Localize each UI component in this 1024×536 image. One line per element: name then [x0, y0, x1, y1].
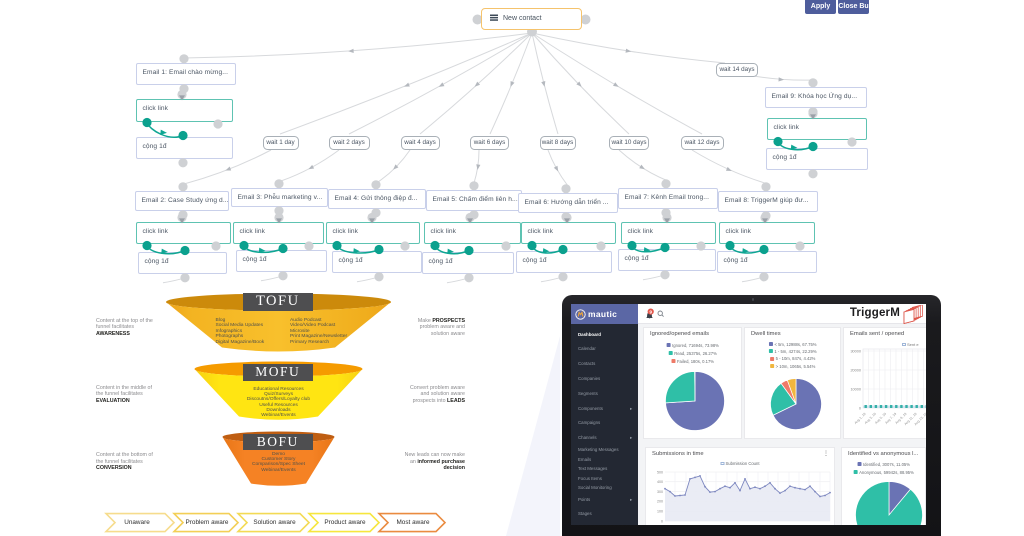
svg-text:0: 0	[661, 519, 663, 523]
svg-text:30000: 30000	[850, 350, 861, 354]
svg-text:200: 200	[657, 500, 663, 504]
svg-text:400: 400	[657, 480, 663, 484]
svg-text:9: 9	[649, 309, 652, 314]
svg-text:100: 100	[657, 510, 663, 514]
svg-text:0: 0	[859, 407, 861, 411]
svg-text:300: 300	[657, 490, 663, 494]
svg-text:10000: 10000	[850, 388, 861, 392]
svg-text:20000: 20000	[850, 369, 861, 373]
svg-text:500: 500	[657, 470, 663, 474]
